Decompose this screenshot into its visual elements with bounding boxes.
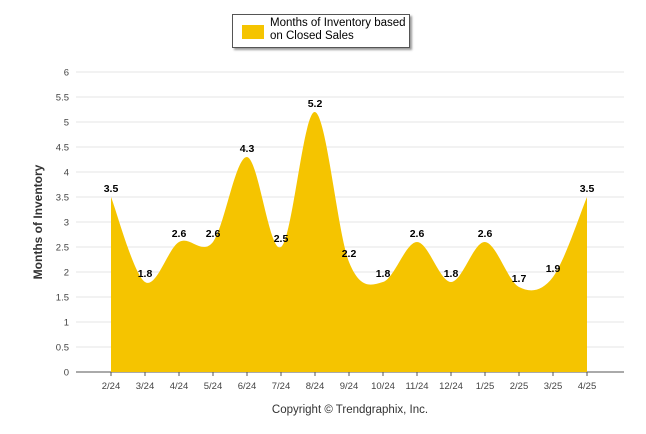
x-tick-label: 3/25 <box>544 381 563 392</box>
data-label: 3.5 <box>104 183 119 195</box>
x-tick-label: 4/24 <box>170 381 189 392</box>
y-axis-title: Months of Inventory <box>31 164 45 279</box>
y-tick-label: 4.5 <box>56 143 69 154</box>
data-label: 5.2 <box>308 98 323 110</box>
data-label: 2.6 <box>410 228 425 240</box>
x-tick-label: 9/24 <box>340 381 359 392</box>
x-tick-label: 8/24 <box>306 381 325 392</box>
data-label: 2.6 <box>478 228 493 240</box>
y-tick-label: 1.5 <box>56 293 69 304</box>
y-tick-label: 2.5 <box>56 243 69 254</box>
x-tick-label: 6/24 <box>238 381 257 392</box>
x-tick-label: 10/24 <box>371 381 395 392</box>
y-tick-label: 0.5 <box>56 343 69 354</box>
y-tick-label: 0 <box>64 368 69 379</box>
x-tick-label: 4/25 <box>578 381 597 392</box>
y-tick-label: 6 <box>64 68 69 79</box>
x-tick-label: 7/24 <box>272 381 291 392</box>
x-tick-label: 1/25 <box>476 381 495 392</box>
x-tick-label: 2/25 <box>510 381 529 392</box>
x-tick-label: 5/24 <box>204 381 223 392</box>
data-label: 2.6 <box>206 228 221 240</box>
y-tick-label: 2 <box>64 268 69 279</box>
data-label: 2.6 <box>172 228 187 240</box>
y-tick-label: 5.5 <box>56 93 69 104</box>
data-label: 4.3 <box>240 143 255 155</box>
x-tick-label: 12/24 <box>439 381 463 392</box>
copyright-text: Copyright © Trendgraphix, Inc. <box>272 404 428 416</box>
y-tick-label: 3 <box>64 218 69 229</box>
data-label: 1.8 <box>138 268 153 280</box>
data-label: 1.7 <box>512 273 527 285</box>
legend-swatch <box>242 25 264 39</box>
inventory-area-series <box>111 111 587 372</box>
data-label: 1.8 <box>444 268 459 280</box>
data-labels: 3.5 1.8 2.6 2.6 4.3 2.5 5.2 2.2 1.8 2.6 1.8 2.6 1.7 1… <box>104 98 595 285</box>
data-label: 1.9 <box>546 263 561 275</box>
y-tick-label: 4 <box>64 168 69 179</box>
y-tick-label: 1 <box>64 318 69 329</box>
data-label: 2.2 <box>342 248 357 260</box>
x-axis-ticks: 2/24 3/24 4/24 5/24 6/24 7/24 8/24 9/24 10/24 11/… <box>102 372 597 392</box>
x-tick-label: 2/24 <box>102 381 121 392</box>
data-label: 2.5 <box>274 233 289 245</box>
x-tick-label: 3/24 <box>136 381 155 392</box>
chart-legend: Months of Inventory based on Closed Sale… <box>232 14 410 48</box>
y-axis-ticks: 0 0.5 1 1.5 2 2.5 3 3.5 4 4.5 5 5.5 6 <box>56 68 69 379</box>
legend-series-label: Months of Inventory based on Closed Sale… <box>270 17 406 42</box>
data-label: 1.8 <box>376 268 391 280</box>
data-label: 3.5 <box>580 183 595 195</box>
x-tick-label: 11/24 <box>405 381 428 392</box>
y-tick-label: 3.5 <box>56 193 69 204</box>
y-tick-label: 5 <box>64 118 69 129</box>
